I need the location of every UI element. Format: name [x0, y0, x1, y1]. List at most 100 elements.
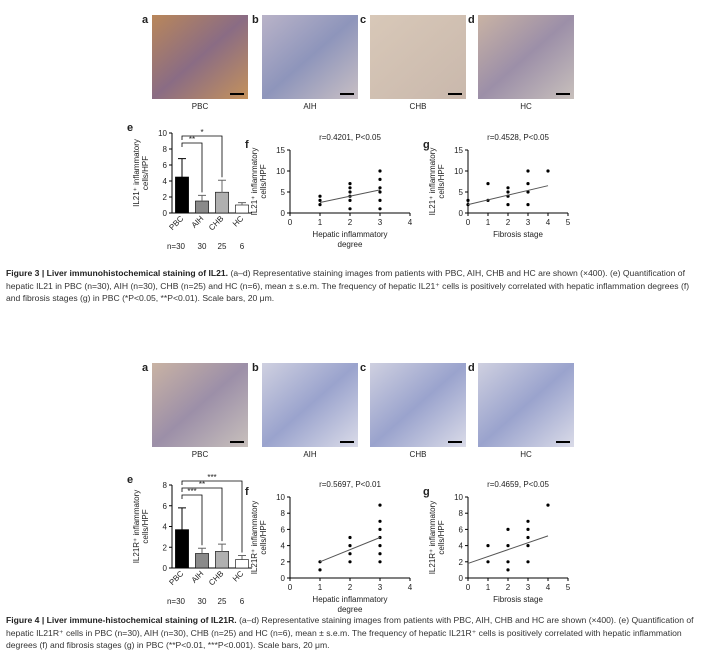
x-tick-label: 2 [348, 218, 353, 227]
y-axis-label: cells/HPF [437, 164, 446, 198]
panel-letter: d [468, 14, 475, 26]
n-label: 30 [198, 242, 207, 251]
data-point [378, 552, 382, 556]
y-tick-label: 8 [459, 509, 464, 518]
y-tick-label: 10 [158, 129, 167, 138]
data-point [378, 207, 382, 211]
x-axis-label: Fibrosis stage [493, 595, 543, 604]
data-point [526, 182, 530, 186]
data-point [526, 169, 530, 173]
n-label: 30 [198, 597, 207, 606]
x-tick-label: 2 [506, 218, 511, 227]
x-tick-label: 0 [466, 218, 471, 227]
caption-text: (a–d) Representative staining images fro… [6, 615, 694, 650]
category-label: PBC [167, 569, 185, 587]
caption-title: Figure 4 | Liver immune-histochemical st… [6, 615, 237, 625]
category-label: HC [231, 569, 246, 584]
x-tick-label: 1 [318, 218, 323, 227]
x-axis-label: Hepatic inflammatory [312, 230, 387, 239]
data-point [506, 203, 510, 207]
x-tick-label: 1 [486, 218, 491, 227]
data-point [506, 527, 510, 532]
y-axis-label: cells/HPF [259, 520, 268, 554]
category-label: AIH [190, 214, 206, 230]
data-point [318, 198, 322, 202]
panel-letter: e [127, 474, 133, 486]
n-label: n=30 [167, 242, 186, 251]
panel-letter: g [423, 139, 430, 151]
significance-label: ** [199, 480, 205, 489]
micrograph [152, 15, 248, 99]
category-label: CHB [207, 569, 225, 587]
error-bar [238, 555, 246, 560]
data-point [486, 544, 490, 548]
data-point [526, 190, 530, 194]
fit-line [319, 189, 381, 203]
y-axis-label: cells/HPF [141, 509, 150, 543]
x-tick-label: 2 [506, 583, 511, 592]
y-tick-label: 10 [276, 167, 285, 176]
n-label: 6 [240, 597, 245, 606]
image-label: PBC [192, 102, 209, 111]
image-label: HC [520, 450, 532, 459]
data-point [466, 198, 470, 202]
x-tick-label: 0 [288, 583, 293, 592]
data-point [486, 182, 490, 186]
error-bar [218, 543, 226, 552]
data-point [506, 560, 510, 564]
x-tick-label: 4 [408, 218, 413, 227]
y-tick-label: 15 [276, 146, 285, 155]
annotation: r=0.4659, P<0.05 [487, 480, 549, 489]
x-tick-label: 3 [378, 218, 383, 227]
data-point [526, 544, 530, 548]
category-label: CHB [207, 214, 225, 232]
significance-label: * [200, 128, 203, 137]
caption-title: Figure 3 | Liver immunohistochemical sta… [6, 268, 229, 278]
error-bar [198, 194, 206, 201]
significance-label: *** [187, 487, 196, 496]
x-axis-label: degree [338, 605, 363, 614]
data-point [378, 560, 382, 564]
x-tick-label: 3 [526, 218, 531, 227]
y-tick-label: 4 [163, 523, 168, 532]
y-axis-label: IL21R⁺ inflammatory [132, 490, 141, 564]
data-point [526, 527, 530, 532]
y-tick-label: 4 [281, 542, 286, 551]
y-tick-label: 6 [163, 502, 168, 511]
y-tick-label: 8 [281, 509, 286, 518]
x-axis-label: Hepatic inflammatory [312, 595, 387, 604]
bar [175, 529, 189, 569]
annotation: r=0.4201, P<0.05 [319, 133, 381, 142]
bar [175, 176, 189, 214]
data-point [378, 169, 382, 173]
data-point [348, 544, 352, 548]
y-tick-label: 0 [163, 564, 168, 573]
x-tick-label: 4 [408, 583, 413, 592]
data-point [378, 190, 382, 194]
panel-letter: f [245, 486, 249, 498]
y-tick-label: 0 [281, 574, 286, 583]
image-label: CHB [410, 450, 427, 459]
bar [215, 191, 229, 214]
x-axis-label: degree [338, 240, 363, 249]
x-tick-label: 4 [546, 583, 551, 592]
data-point [546, 503, 550, 507]
bar [235, 559, 249, 569]
data-point [526, 203, 530, 207]
panel-letter: a [142, 14, 149, 26]
caption: Figure 3 | Liver immunohistochemical sta… [6, 267, 698, 305]
error-bar [178, 507, 186, 530]
data-point [378, 519, 382, 523]
y-axis-label: IL21⁺ inflammatory [428, 148, 437, 216]
y-tick-label: 6 [281, 525, 286, 534]
data-point [378, 527, 382, 532]
x-tick-label: 1 [486, 583, 491, 592]
panel-letter: d [468, 362, 475, 374]
fit-line [467, 185, 549, 206]
x-tick-label: 3 [526, 583, 531, 592]
x-tick-label: 5 [566, 218, 571, 227]
data-point [506, 568, 510, 572]
y-axis-label: IL21⁺ inflammatory [132, 139, 141, 207]
y-tick-label: 5 [459, 188, 464, 197]
